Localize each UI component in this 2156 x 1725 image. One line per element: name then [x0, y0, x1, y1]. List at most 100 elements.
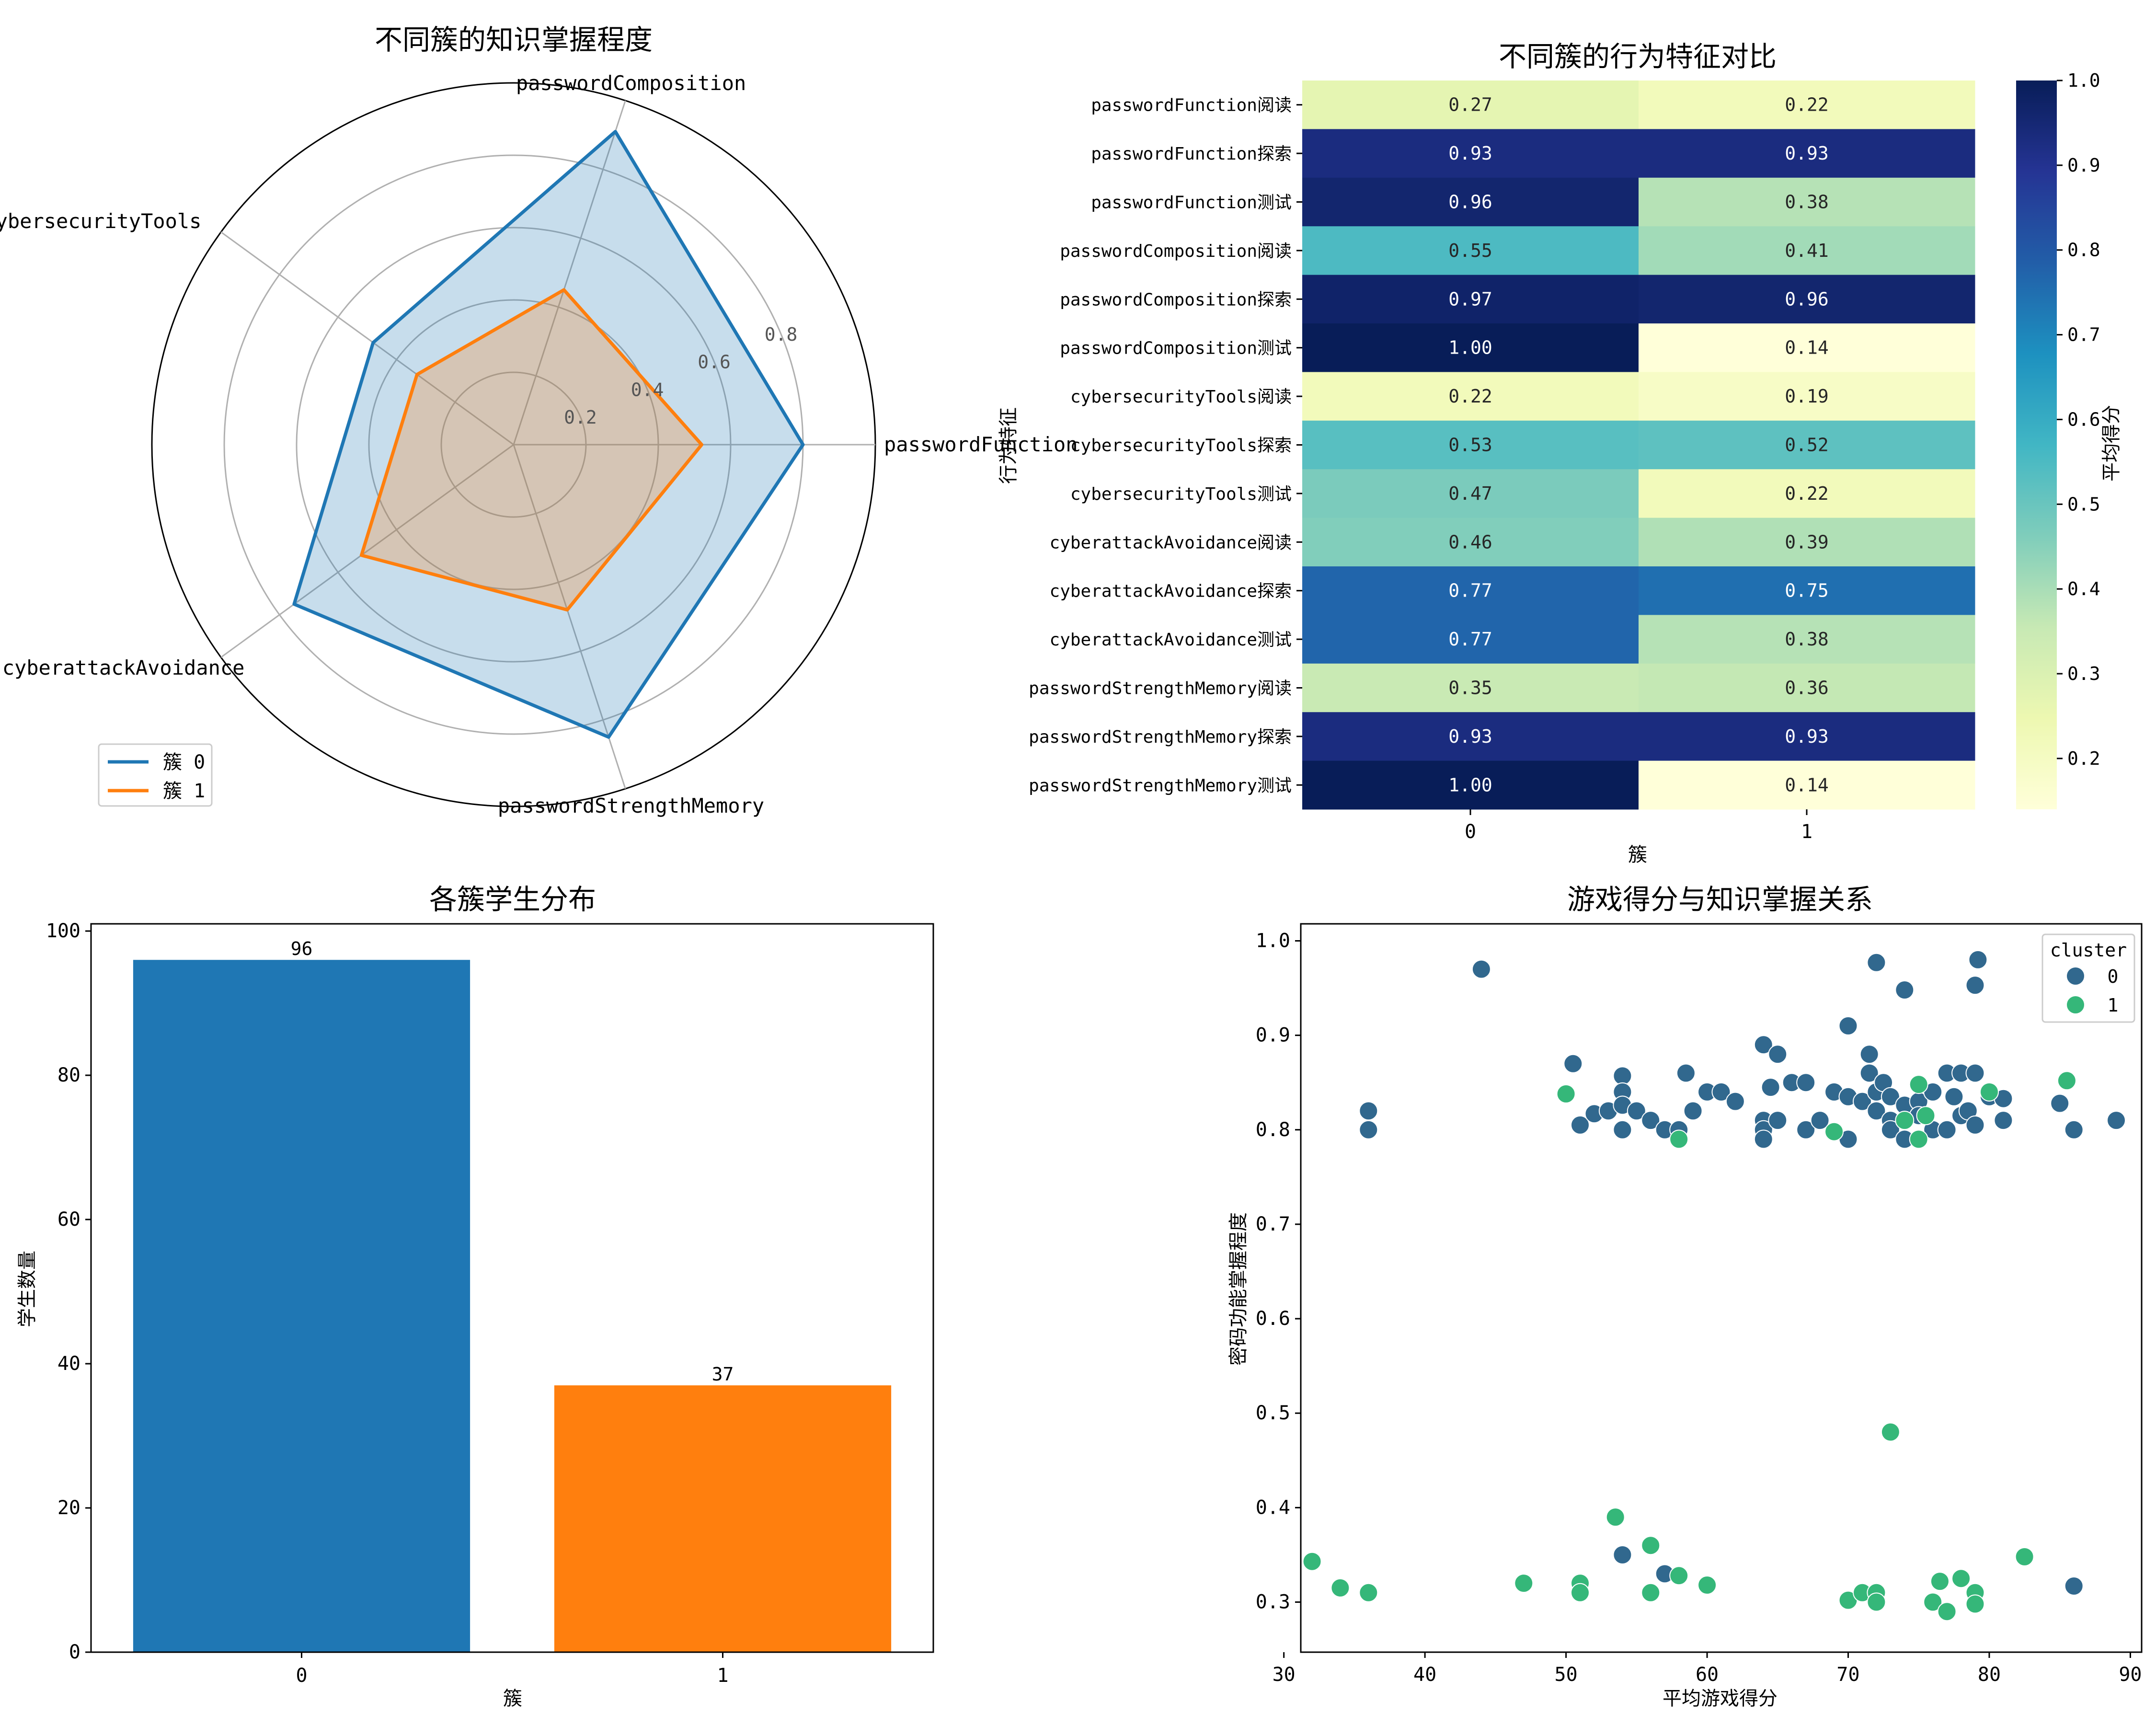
heatmap-cell	[1302, 129, 1639, 178]
radar-axis-label: passwordStrengthMemory	[498, 794, 764, 817]
scatter-point-cluster0	[1676, 1063, 1696, 1083]
colorbar-bar	[2016, 80, 2057, 809]
scatter-point-cluster0	[1768, 1045, 1788, 1064]
scatter-point-cluster0	[1754, 1129, 1773, 1149]
colorbar-tick-label: 0.4	[2067, 578, 2100, 599]
heatmap-cell	[1639, 129, 1975, 178]
scatter-chart: 游戏得分与知识掌握关系 30 40 50 60 70 80 90 0.3 0.4 0.5 0.6 0.…	[1227, 883, 2143, 1710]
scatter-point-cluster0	[1895, 980, 1915, 1000]
colorbar-tick-label: 0.5	[2067, 494, 2100, 515]
scatter-point-cluster1	[1641, 1583, 1661, 1602]
scatter-point-cluster0	[1563, 1054, 1583, 1073]
scatter-point-cluster1	[1867, 1592, 1886, 1612]
scatter-point-cluster0	[2064, 1576, 2084, 1596]
heatmap-x-label: 簇	[1628, 844, 1647, 866]
heatmap-cell	[1639, 275, 1975, 324]
heatmap-cell	[1639, 712, 1975, 761]
heatmap-y-tick-label: passwordComposition阅读	[1060, 242, 1292, 261]
heatmap-y-tick-label: passwordFunction探索	[1091, 144, 1292, 164]
radar-axis-label: passwordComposition	[516, 71, 746, 95]
radar-axis-label: passwordFunction	[884, 433, 1078, 456]
scatter-point-cluster0	[1881, 1120, 1900, 1139]
bar-y-tick-label: 80	[57, 1064, 80, 1086]
scatter-point-cluster1	[1669, 1566, 1689, 1586]
radar-spoke	[513, 100, 626, 445]
radar-axis-label: cybersecurityTools	[0, 209, 201, 233]
heatmap-x-tick-label: 0	[1465, 821, 1476, 843]
heatmap-cell	[1639, 323, 1975, 372]
bar-plot-frame	[90, 923, 934, 1653]
scatter-x-tick-label: 40	[1413, 1664, 1436, 1686]
heatmap-y-tick-label: passwordStrengthMemory测试	[1029, 776, 1292, 795]
bar-marks: 96 0 37 1 0 20 40 60 80 100	[46, 920, 892, 1687]
scatter-y-label: 密码功能掌握程度	[1227, 1212, 1250, 1366]
heatmap-cell-label: 0.36	[1785, 678, 1829, 699]
radar-axis-label: cyberattackAvoidance	[2, 656, 245, 679]
bar	[554, 1385, 892, 1652]
scatter-point-cluster0	[1859, 1063, 1879, 1083]
scatter-point-cluster0	[1937, 1120, 1957, 1139]
bar-x-tick-label: 1	[717, 1665, 728, 1687]
heatmap-y-tick-label: passwordComposition探索	[1060, 290, 1292, 310]
colorbar-tick-label: 0.8	[2067, 240, 2100, 261]
bar-chart: 各簇学生分布 96 0 37 1 0 20 40 60 80 100 簇 学生数量	[16, 883, 934, 1710]
radar-line-cluster0	[292, 130, 805, 739]
scatter-x-tick-label: 30	[1273, 1664, 1296, 1686]
scatter-point-cluster0	[1725, 1092, 1745, 1111]
scatter-x-tick-label: 90	[2119, 1664, 2142, 1686]
radar-spoke	[220, 231, 514, 446]
scatter-point-cluster0	[1613, 1545, 1632, 1564]
scatter-legend-box	[2041, 933, 2135, 1023]
scatter-y-tick-label: 0.7	[1256, 1213, 1290, 1235]
scatter-point-cluster0	[1711, 1082, 1731, 1102]
radar-area-cluster1	[361, 289, 702, 610]
heatmap-cell	[1639, 177, 1975, 227]
scatter-point-cluster0	[1571, 1115, 1590, 1135]
scatter-point-cluster0	[1471, 959, 1491, 979]
heatmap-cell	[1302, 566, 1639, 615]
legend-marker-cluster1	[2066, 995, 2085, 1014]
heatmap-cell-label: 0.93	[1785, 726, 1829, 747]
scatter-point-cluster0	[1761, 1078, 1780, 1097]
colorbar-tick-label: 0.2	[2067, 748, 2100, 769]
scatter-point-cluster0	[1838, 1016, 1858, 1035]
heatmap-y-tick-label: passwordStrengthMemory阅读	[1029, 679, 1292, 699]
radar-legend: 簇 0 簇 1	[98, 743, 213, 807]
legend-label-cluster0: 簇 0	[163, 751, 205, 773]
heatmap-cell-label: 0.41	[1785, 240, 1829, 261]
scatter-point-cluster1	[1669, 1129, 1689, 1149]
scatter-point-cluster1	[1330, 1578, 1350, 1598]
heatmap-cell	[1302, 372, 1639, 421]
heatmap-cell	[1639, 663, 1975, 713]
scatter-point-cluster0	[1965, 1115, 1985, 1135]
scatter-point-cluster1	[1909, 1075, 1928, 1094]
legend-label-cluster1: 簇 1	[163, 780, 205, 802]
scatter-title: 游戏得分与知识掌握关系	[1567, 883, 1873, 916]
scatter-point-cluster0	[1994, 1111, 2013, 1130]
heatmap-y-tick-label: cybersecurityTools测试	[1070, 484, 1292, 504]
heatmap-cell-label: 0.77	[1448, 580, 1492, 601]
scatter-y-tick-label: 1.0	[1256, 930, 1290, 952]
heatmap-cell	[1639, 420, 1975, 470]
scatter-point-cluster0	[1853, 1092, 1872, 1111]
heatmap-cell	[1639, 615, 1975, 664]
scatter-y-tick-label: 0.9	[1256, 1024, 1290, 1046]
scatter-point-cluster1	[1930, 1572, 1950, 1591]
scatter-points: 30 40 50 60 70 80 90 0.3 0.4 0.5 0.6 0.7 0.8 0.9 1.0	[1256, 930, 2142, 1686]
heatmap-cell	[1302, 177, 1639, 227]
scatter-x-tick-label: 80	[1978, 1664, 2001, 1686]
scatter-point-cluster1	[1606, 1507, 1625, 1527]
scatter-legend-title: cluster	[2050, 940, 2127, 961]
heatmap-cell-label: 0.93	[1448, 726, 1492, 747]
scatter-point-cluster1	[1965, 1594, 1985, 1614]
bar-y-tick-label: 20	[57, 1497, 80, 1519]
scatter-point-cluster0	[1944, 1087, 1964, 1106]
scatter-point-cluster1	[1302, 1552, 1322, 1571]
heatmap-cell-label: 0.22	[1448, 386, 1492, 407]
scatter-point-cluster1	[1514, 1574, 1534, 1593]
scatter-y-tick-label: 0.3	[1256, 1591, 1290, 1613]
heatmap-y-tick-label: cybersecurityTools阅读	[1070, 387, 1292, 407]
scatter-point-cluster1	[2057, 1071, 2076, 1091]
scatter-point-cluster0	[1867, 1101, 1886, 1121]
bar-y-tick-label: 40	[57, 1353, 80, 1375]
